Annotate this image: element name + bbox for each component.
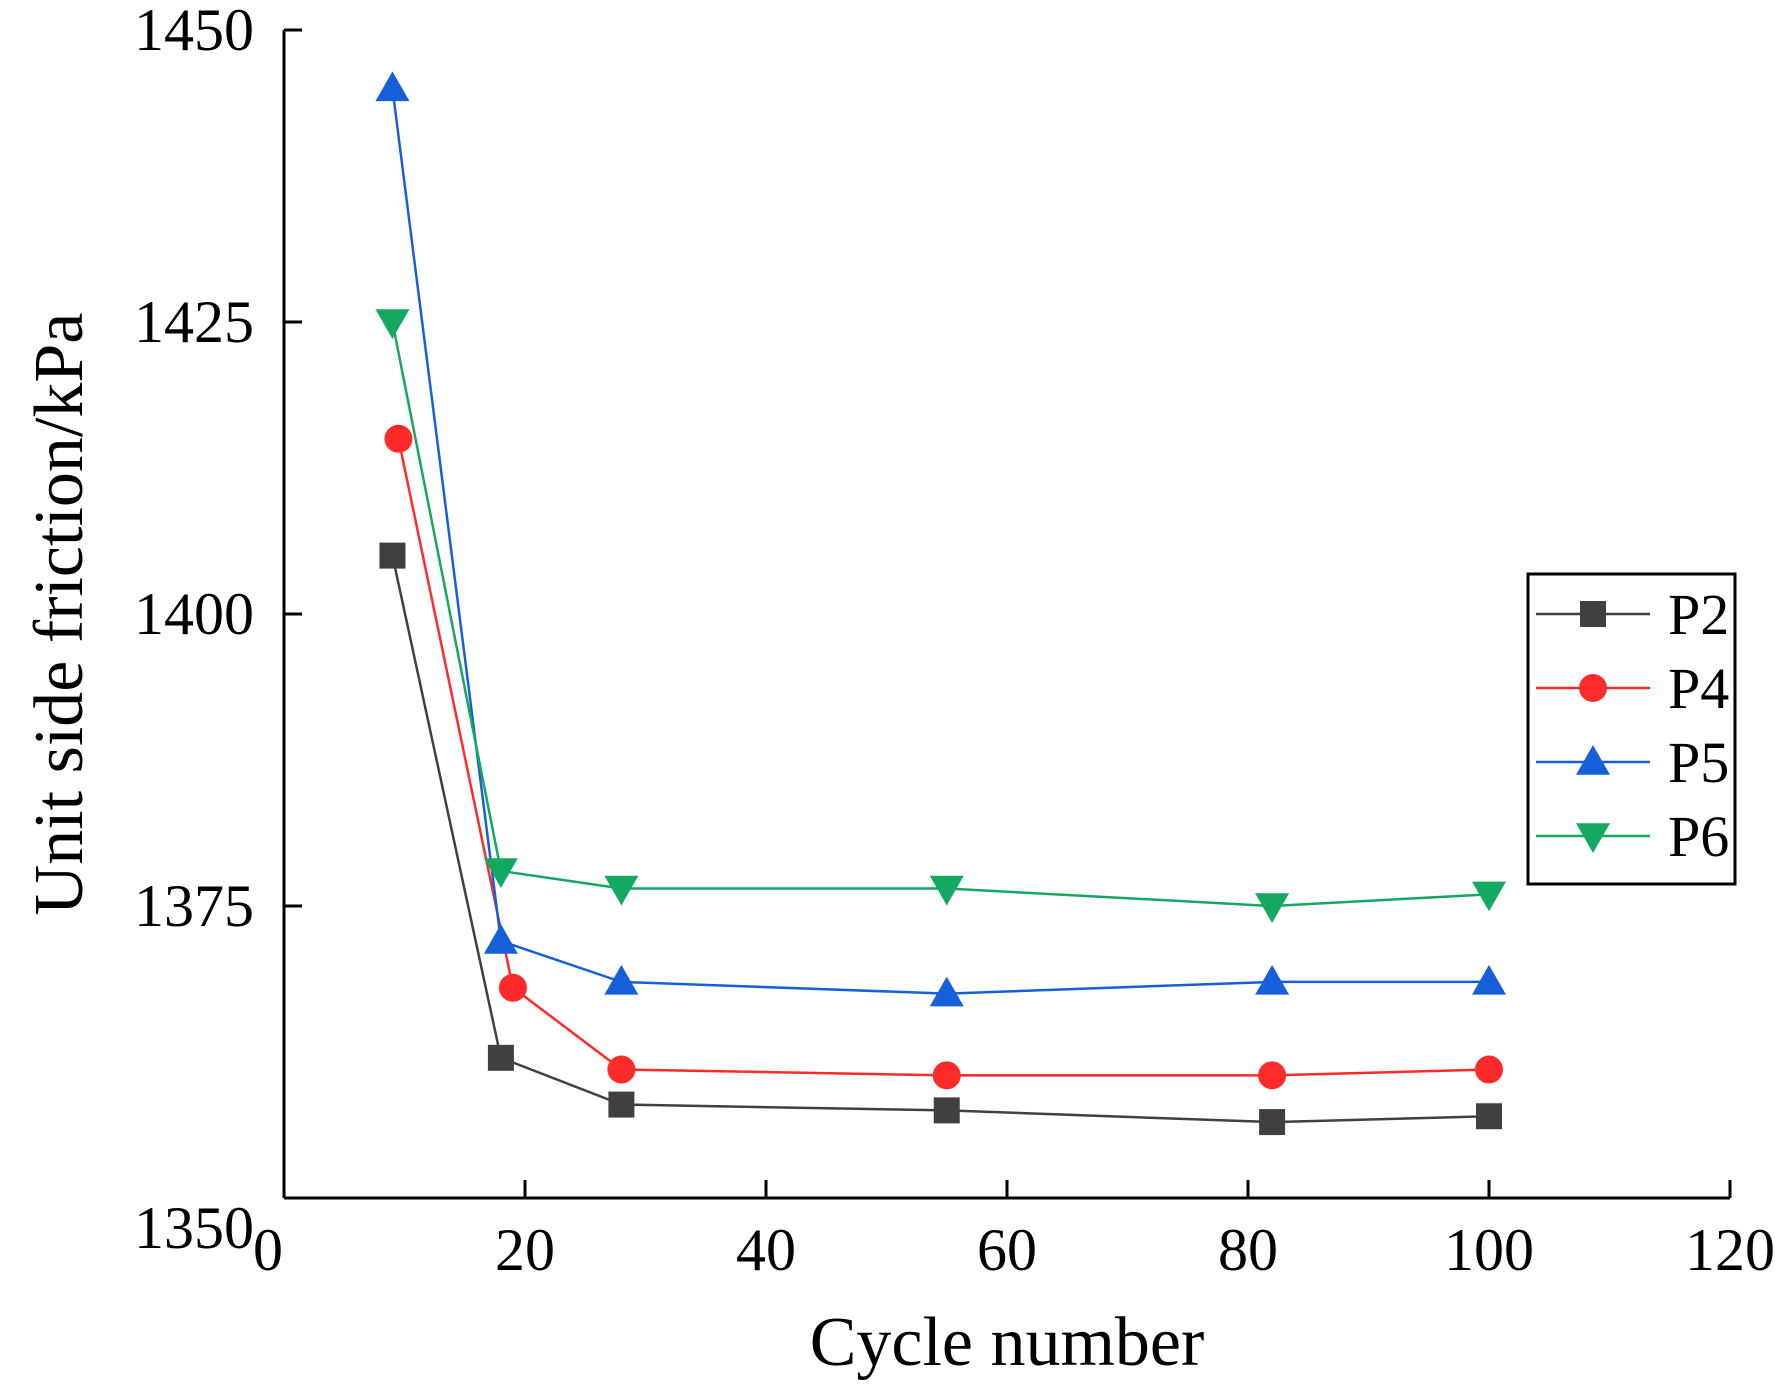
data-point-p6 — [929, 875, 964, 906]
data-point-p6 — [1472, 881, 1506, 912]
legend-label: P4 — [1668, 656, 1729, 721]
x-tick-label: 80 — [1218, 1217, 1278, 1283]
data-point-p6 — [1255, 893, 1290, 923]
y-tick-label: 1375 — [134, 873, 254, 939]
data-point-p2 — [379, 542, 406, 569]
data-point-p4 — [384, 424, 413, 453]
legend-marker — [1580, 601, 1606, 627]
data-point-p5 — [929, 976, 964, 1007]
legend-item-p5: P5 — [1536, 730, 1729, 795]
legend-box — [1526, 572, 1737, 886]
legend-item-p4: P4 — [1536, 656, 1729, 721]
series-p4 — [384, 424, 1503, 1090]
data-point-p5 — [1472, 964, 1506, 995]
series-line-p2 — [391, 555, 1490, 1124]
data-point-p4 — [932, 1061, 961, 1090]
legend-marker — [1579, 674, 1607, 702]
legend-marker — [1576, 745, 1610, 775]
legend-label: P6 — [1668, 804, 1729, 869]
legend-label: P2 — [1668, 582, 1729, 647]
series-line-p4 — [397, 438, 1490, 1077]
data-point-p6 — [483, 858, 518, 888]
series-p6 — [375, 309, 1506, 923]
data-point-p5 — [375, 71, 410, 102]
x-tick-label: 0 — [253, 1217, 283, 1283]
data-point-p2 — [1259, 1109, 1286, 1136]
series-line-p5 — [391, 88, 1489, 995]
data-point-p6 — [375, 309, 410, 339]
data-point-p4 — [1258, 1061, 1287, 1090]
data-point-p2 — [1476, 1103, 1502, 1130]
legend-item-p6: P6 — [1536, 804, 1729, 869]
legend: P2 P4 P5 P6 — [1526, 572, 1737, 886]
x-tick-label: 120 — [1685, 1217, 1775, 1283]
data-point-p4 — [607, 1055, 636, 1084]
series-line-p6 — [391, 321, 1490, 908]
data-point-p2 — [487, 1044, 514, 1071]
data-point-p2 — [933, 1097, 960, 1124]
data-point-p4 — [1475, 1055, 1503, 1084]
y-tick-label: 1450 — [134, 0, 254, 63]
legend-item-p2: P2 — [1536, 582, 1729, 647]
axes: 1350 1375 1400 1425 1450 0 20 40 60 80 100 120 Cycle… — [21, 0, 1775, 1381]
data-point-p5 — [604, 964, 639, 995]
y-tick-label: 1350 — [134, 1195, 254, 1261]
data-point-p5 — [483, 924, 518, 954]
data-point-p4 — [498, 973, 527, 1002]
x-tick-label: 40 — [736, 1217, 796, 1283]
y-tick-label: 1400 — [134, 581, 254, 647]
x-tick-label: 60 — [977, 1217, 1037, 1283]
series-group — [375, 71, 1506, 1136]
data-point-p5 — [1255, 964, 1290, 995]
x-tick-label: 100 — [1444, 1217, 1534, 1283]
legend-marker — [1576, 823, 1610, 853]
x-tick-label: 20 — [495, 1217, 555, 1283]
series-p2 — [379, 542, 1502, 1136]
series-p5 — [375, 71, 1506, 1007]
y-axis-title: Unit side friction/kPa — [21, 313, 98, 916]
legend-label: P5 — [1668, 730, 1729, 795]
data-point-p2 — [608, 1091, 635, 1118]
data-point-p6 — [604, 875, 639, 906]
x-axis-title: Cycle number — [810, 1304, 1205, 1381]
y-tick-label: 1425 — [134, 289, 254, 355]
